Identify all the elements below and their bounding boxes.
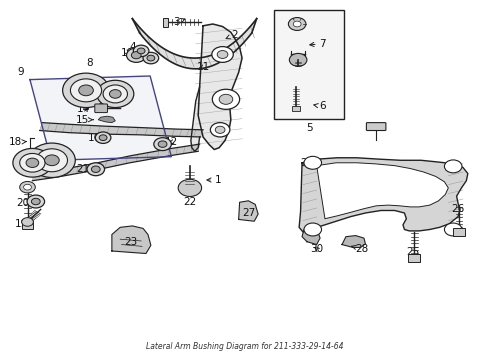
Text: 12: 12 [164,138,178,147]
Text: 11: 11 [196,62,209,72]
Polygon shape [98,116,115,123]
Circle shape [20,181,35,193]
Circle shape [109,90,121,98]
Circle shape [210,123,229,137]
FancyBboxPatch shape [452,228,464,236]
Text: 8: 8 [86,58,93,68]
Polygon shape [32,144,199,181]
Circle shape [154,138,171,150]
Circle shape [87,163,104,176]
Circle shape [23,184,31,190]
Circle shape [91,166,100,172]
Text: 18: 18 [9,138,26,147]
Text: 25: 25 [405,247,419,257]
Text: 14: 14 [77,104,90,114]
Polygon shape [30,76,171,160]
Text: 13: 13 [61,85,77,95]
Circle shape [178,179,201,197]
Circle shape [13,148,52,177]
Circle shape [215,126,224,134]
Text: 24: 24 [300,158,313,168]
Text: 5: 5 [305,123,312,133]
Circle shape [444,160,461,173]
FancyBboxPatch shape [162,18,168,27]
FancyBboxPatch shape [95,104,107,113]
Text: 29: 29 [369,123,382,133]
Polygon shape [112,226,151,253]
Text: 19: 19 [15,219,28,229]
Circle shape [289,53,306,66]
Text: 23: 23 [124,237,138,247]
Circle shape [95,132,111,143]
FancyBboxPatch shape [291,106,299,111]
FancyBboxPatch shape [366,123,385,131]
Circle shape [158,141,166,147]
Text: 26: 26 [450,204,464,215]
Circle shape [219,94,232,104]
Polygon shape [238,201,258,221]
Text: 30: 30 [309,244,323,254]
Circle shape [133,45,149,57]
Circle shape [70,79,102,102]
Polygon shape [190,24,242,151]
Polygon shape [132,19,256,69]
FancyBboxPatch shape [407,254,419,262]
Text: 27: 27 [241,208,255,218]
FancyBboxPatch shape [21,221,33,229]
Circle shape [444,223,461,236]
Circle shape [288,18,305,31]
Text: 6: 6 [313,102,325,112]
Circle shape [99,135,107,140]
Circle shape [293,21,301,27]
Text: 22: 22 [183,197,196,207]
Circle shape [79,85,93,96]
Circle shape [97,80,134,108]
Text: 28: 28 [351,244,367,254]
Text: 7: 7 [309,39,325,49]
Text: 1: 1 [206,175,221,185]
Circle shape [211,46,233,62]
Polygon shape [40,123,203,137]
Polygon shape [316,163,447,219]
Circle shape [20,153,45,172]
Polygon shape [299,158,467,232]
Text: 16: 16 [88,133,101,143]
Text: 4: 4 [129,42,140,52]
Text: 9: 9 [17,67,23,77]
Bar [273,10,344,119]
Polygon shape [302,227,320,244]
Circle shape [212,89,239,109]
Circle shape [304,223,321,236]
Text: 10: 10 [121,48,134,58]
Text: Lateral Arm Bushing Diagram for 211-333-29-14-64: Lateral Arm Bushing Diagram for 211-333-… [145,342,343,351]
Text: 3: 3 [173,17,184,27]
Text: 2: 2 [225,30,238,40]
Text: 20: 20 [16,198,33,208]
Text: 21: 21 [76,164,92,174]
Circle shape [62,73,109,108]
Text: 15: 15 [76,115,93,125]
Circle shape [28,143,75,177]
Circle shape [31,198,40,205]
Circle shape [126,48,146,62]
Circle shape [26,158,39,167]
Circle shape [36,149,67,172]
Circle shape [21,218,33,226]
Polygon shape [341,235,365,247]
Circle shape [137,48,145,54]
Circle shape [143,52,158,64]
Circle shape [27,195,44,208]
Circle shape [147,55,155,61]
Text: 17: 17 [53,153,70,163]
Circle shape [103,85,127,103]
Circle shape [131,51,141,59]
Circle shape [217,50,227,58]
Circle shape [44,155,59,166]
Circle shape [304,156,321,169]
